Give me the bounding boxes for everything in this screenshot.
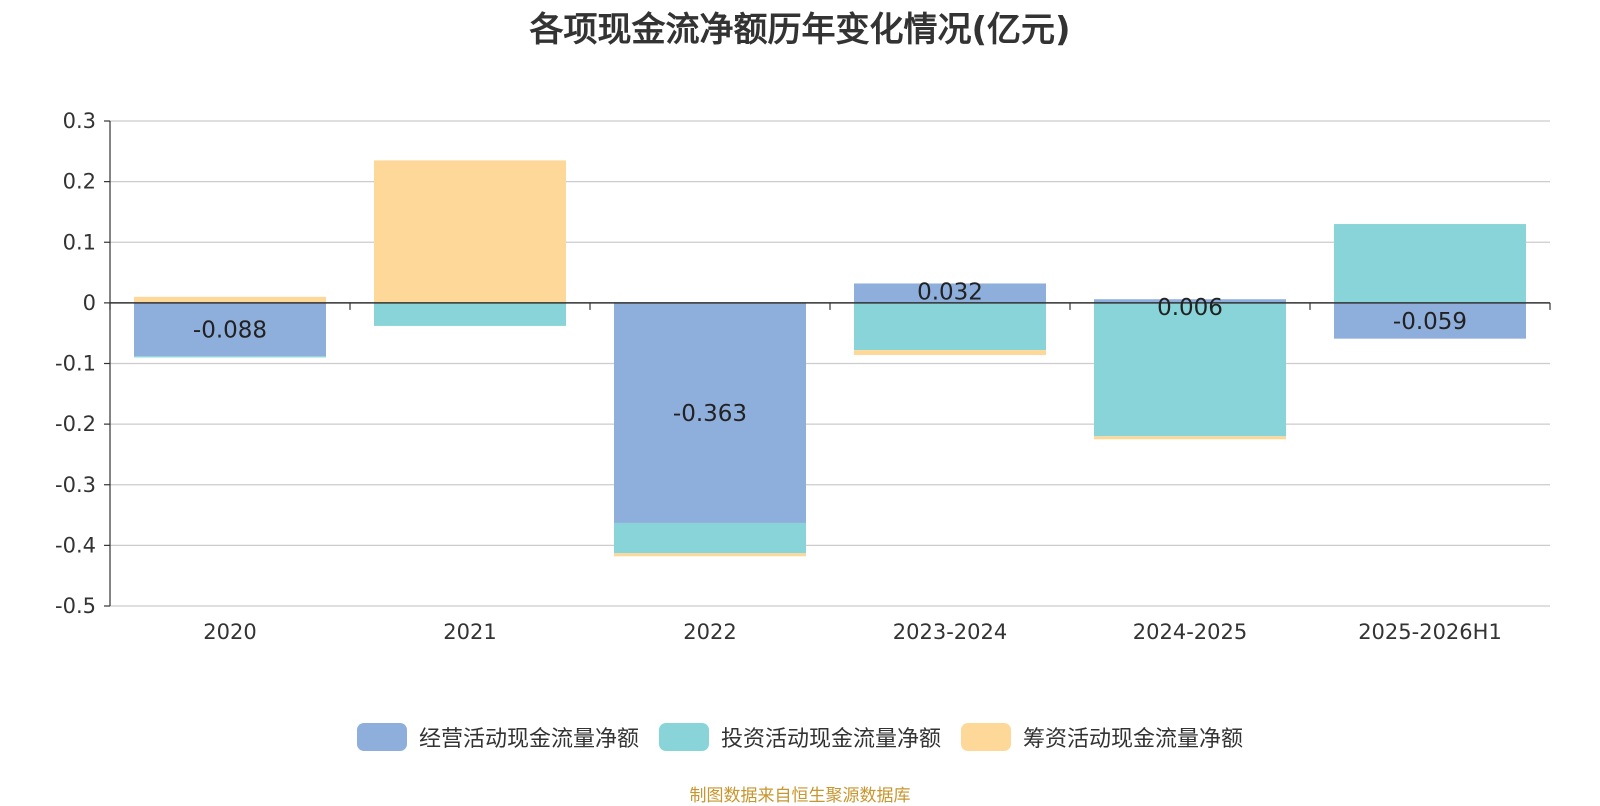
legend-label: 经营活动现金流量净额: [418, 727, 639, 752]
legend: 经营活动现金流量净额 投资活动现金流量净额 筹资活动现金流量净额: [0, 721, 1600, 753]
bar-2022-series-2: [614, 553, 806, 557]
data-label-2025-2026H1: -0.059: [1393, 309, 1467, 335]
y-tick-label: 0: [83, 291, 96, 315]
legend-item-0[interactable]: 经营活动现金流量净额: [356, 721, 639, 753]
y-tick-label: -0.1: [55, 352, 96, 376]
legend-item-1[interactable]: 投资活动现金流量净额: [658, 721, 941, 753]
x-tick-label: 2022: [683, 620, 736, 644]
bar-2020-series-0: [134, 302, 326, 357]
bar-2023-2024-series-1: [854, 302, 1046, 351]
bar-2023-2024-series-0: [854, 283, 1046, 303]
bar-2020-series-1: [134, 356, 326, 358]
legend-swatch: [356, 723, 407, 751]
data-label-2022: -0.363: [673, 401, 747, 427]
x-tick-label: 2020: [203, 620, 256, 644]
bar-2024-2025-series-2: [1094, 436, 1286, 440]
bar-2022-series-1: [614, 522, 806, 554]
legend-swatch: [658, 723, 709, 751]
bar-2025-2026H1-series-0: [1334, 302, 1526, 339]
x-tick-label: 2021: [443, 620, 496, 644]
x-tick-label: 2023-2024: [893, 620, 1007, 644]
y-tick-label: -0.4: [55, 533, 96, 557]
legend-item-2[interactable]: 筹资活动现金流量净额: [961, 721, 1243, 753]
chart-title: 各项现金流净额历年变化情况(亿元): [529, 10, 1071, 50]
bar-2024-2025-series-1: [1094, 302, 1286, 437]
legend-label: 投资活动现金流量净额: [720, 727, 941, 752]
grid-lines: [110, 120, 1550, 607]
legend-label: 筹资活动现金流量净额: [1023, 727, 1244, 752]
source-note: 制图数据来自恒生聚源数据库: [689, 786, 911, 806]
bar-2021-series-1: [374, 302, 566, 326]
y-tick-label: -0.2: [55, 412, 96, 436]
legend-swatch: [961, 723, 1011, 751]
x-tick-label: 2025-2026H1: [1358, 620, 1502, 644]
y-tick-label: 0.2: [63, 170, 96, 194]
bar-2021-series-2: [374, 160, 566, 303]
bar-2023-2024-series-2: [854, 350, 1046, 356]
bar-2024-2025-series-0: [1094, 299, 1286, 303]
y-tick-label: -0.3: [55, 473, 96, 497]
data-label-2023-2024: 0.032: [917, 279, 983, 305]
bar-2025-2026H1-series-1: [1334, 224, 1526, 303]
x-tick-label: 2024-2025: [1133, 620, 1247, 644]
y-tick-label: 0.3: [63, 109, 96, 133]
data-label-2024-2025: 0.006: [1157, 295, 1223, 321]
data-labels: -0.088 -0.363 0.032 0.006 -0.059: [193, 279, 1467, 426]
data-label-2020: -0.088: [193, 318, 267, 344]
y-tick-label: 0.1: [63, 230, 96, 254]
axes: 0.3 0.2 0.1 0 -0.1 -0.2 -0.3 -0.4 -0.5 2020 2021 20…: [55, 109, 1551, 644]
y-tick-label: -0.5: [55, 594, 96, 618]
bars: [134, 160, 1526, 557]
chart-plot: 0.3 0.2 0.1 0 -0.1 -0.2 -0.3 -0.4 -0.5 2020 2021 20…: [55, 109, 1551, 644]
bar-2020-series-2: [134, 296, 326, 303]
bar-2022-series-0: [614, 302, 806, 523]
